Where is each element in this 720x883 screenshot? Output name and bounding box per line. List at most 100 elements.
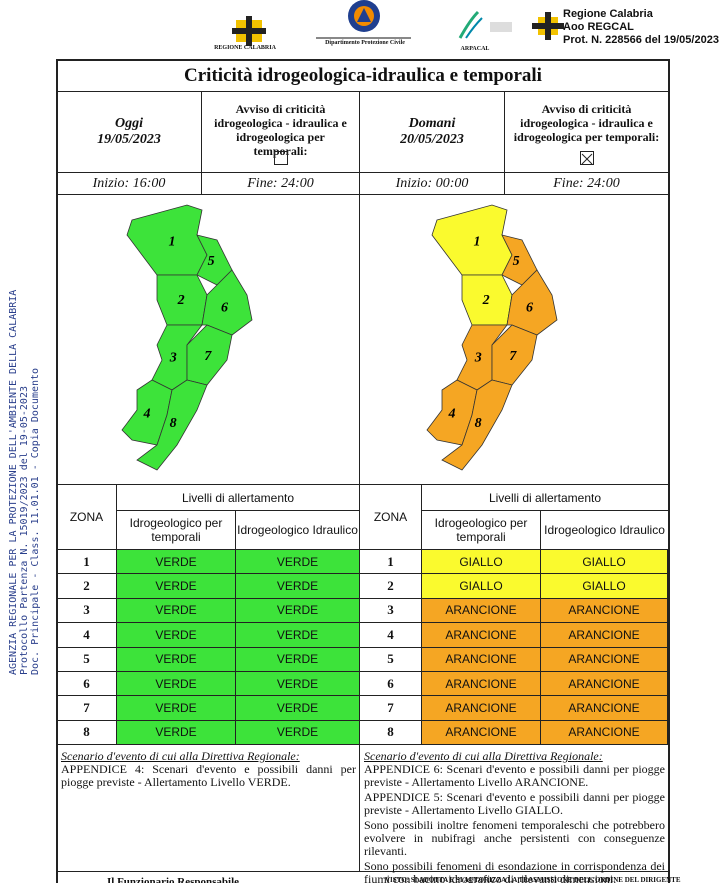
checkbox [579,151,594,165]
zone-number: 4 [57,623,117,648]
level-cell: ARANCIONE [541,671,668,697]
map-zone [136,379,208,471]
logo-arpacal [458,10,512,39]
level-cell: VERDE [117,623,236,648]
scenario-text: APPENDICE 6: Scenari d'evento e possibil… [364,762,665,789]
level-cell: GIALLO [422,574,541,599]
start-time: Inizio: 00:00 [360,173,505,195]
map-zone-label: 8 [475,416,482,431]
level-cell: ARANCIONE [541,647,668,672]
map-zone-label: 2 [177,293,185,308]
scenario-cell: Scenario d'evento di cui alla Direttiva … [57,745,360,872]
day-date: 20/05/2023 [400,132,464,147]
map-zone [441,379,513,471]
side-stamp: AGENZIA REGIONALE PER LA PROTEZIONE DELL… [8,255,44,675]
level-cell: ARANCIONE [541,598,668,624]
notice-text: Avviso di criticità idrogeologica - idra… [214,102,347,158]
stamp-line: Regione Calabria [563,8,653,20]
map-cell [57,195,360,485]
col1-header: Idrogeologico per temporali [422,510,541,550]
zone-number: 3 [57,598,117,624]
level-cell: ARANCIONE [422,720,541,745]
level-cell: VERDE [117,696,236,721]
zone-number: 8 [57,720,117,745]
levels-header: Livelli di allertamento [117,485,360,510]
level-cell: ARANCIONE [541,623,668,648]
level-cell: ARANCIONE [422,671,541,697]
map-zone-label: 5 [208,254,215,269]
logo-stamp [532,12,564,40]
map-zone-label: 1 [474,235,481,250]
notice-cell: Avviso di criticità idrogeologica - idra… [505,92,668,173]
col2-header: Idrogeologico Idraulico [541,510,668,550]
zone-number: 6 [360,671,422,697]
day-date: 19/05/2023 [97,132,161,147]
level-cell: VERDE [236,550,360,575]
col2-header: Idrogeologico Idraulico [236,510,360,550]
map-zone-label: 4 [448,407,456,422]
map-zone-label: 2 [482,293,490,308]
zone-number: 3 [360,598,422,624]
col1-header: Idrogeologico per temporali [117,510,236,550]
day-cell: Domani 20/05/2023 [360,92,505,173]
zone-number: 2 [360,574,422,599]
level-cell: VERDE [236,647,360,672]
level-cell: ARANCIONE [541,696,668,721]
level-cell: ARANCIONE [422,696,541,721]
map-zone-label: 6 [221,300,228,315]
footer-text: Il Funzionario Responsabile [107,876,240,883]
zone-number: 8 [360,720,422,745]
zone-number: 6 [57,671,117,697]
notice-cell: Avviso di criticità idrogeologica - idra… [202,92,360,173]
frame [56,59,670,883]
level-cell: VERDE [236,671,360,697]
level-cell: ARANCIONE [422,598,541,624]
map-zone-label: 7 [204,349,212,364]
level-cell: VERDE [117,550,236,575]
map-zone-label: 3 [474,350,482,365]
map-zone-label: 1 [169,235,176,250]
notice-text: Avviso di criticità idrogeologica - idra… [513,102,660,144]
map-zone-label: 7 [509,349,517,364]
map-zone-label: 3 [169,350,177,365]
stamp-line: Prot. N. 228566 del 19/05/2023 [563,34,719,46]
levels-header: Livelli di allertamento [488,490,602,505]
zone-number: 1 [360,550,422,575]
logo-caption: ARPACAL [460,46,490,52]
scenario-cell: Scenario d'evento di cui alla Direttiva … [360,745,668,883]
level-cell: GIALLO [541,550,668,575]
level-cell: VERDE [117,647,236,672]
level-cell: VERDE [117,598,236,624]
level-cell: VERDE [236,623,360,648]
map-zone-label: 5 [513,254,520,269]
level-cell: VERDE [117,574,236,599]
logo-caption: REGIONE CALABRIA [214,45,276,51]
zone-number: 7 [57,696,117,721]
level-cell: ARANCIONE [422,623,541,648]
scenario-title: Scenario d'evento di cui alla Direttiva … [61,749,300,763]
check-mark [581,153,592,165]
logo-caption: Dipartimento Protezione Civile [325,40,405,46]
zone-header: ZONA [57,485,117,550]
footer-text: VISTO: SI ADOTTA E SI AUTORIZZA LA TRASM… [385,876,681,883]
checkbox [274,151,288,165]
level-cell: VERDE [236,720,360,745]
scenario-text: Sono possibili fenomeni di esondazione i… [364,859,665,883]
level-cell: VERDE [236,574,360,599]
level-cell: VERDE [236,696,360,721]
side-stamp-line: Doc. Principale - Class. 11.01.01 - Copi… [30,367,41,675]
zone-number: 4 [360,623,422,648]
level-cell: GIALLO [541,574,668,599]
zone-header: ZONA [360,485,422,550]
scenario-text: APPENDICE 4: Scenari d'evento e possibil… [61,762,356,789]
title: Criticità idrogeologica-idraulica e temp… [58,61,668,92]
level-cell: ARANCIONE [422,647,541,672]
level-cell: GIALLO [422,550,541,575]
zone-number: 1 [57,550,117,575]
logo-calabria [232,16,266,46]
level-cell: VERDE [117,720,236,745]
day-cell: Oggi 19/05/2023 [57,92,202,173]
side-stamp-line: AGENZIA REGIONALE PER LA PROTEZIONE DELL… [8,289,19,675]
